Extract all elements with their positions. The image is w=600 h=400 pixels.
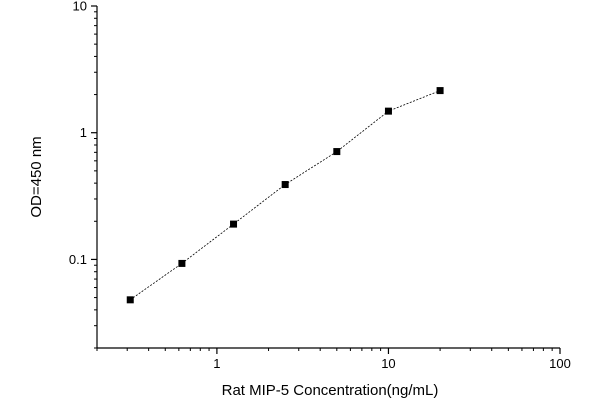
y-tick-label: 10: [73, 0, 87, 14]
y-tick-label: 0.1: [69, 252, 87, 267]
axes: 1 10 100 0.1 1 10: [69, 0, 571, 371]
x-tick-label: 10: [381, 356, 395, 371]
x-tick-label: 100: [549, 356, 571, 371]
y-axis-title: OD=450 nm: [28, 136, 45, 217]
x-axis-title: Rat MIP-5 Concentration(ng/mL): [222, 382, 439, 399]
data-point: [178, 259, 186, 267]
data-point: [281, 181, 289, 189]
data-point: [333, 148, 341, 156]
data-point: [384, 107, 392, 115]
series-group: [126, 87, 444, 304]
x-tick-label: 1: [213, 356, 220, 371]
series-line: [129, 90, 441, 301]
data-point: [230, 220, 238, 228]
y-tick-label: 1: [80, 125, 87, 140]
data-point: [436, 87, 444, 95]
data-point: [126, 296, 134, 304]
